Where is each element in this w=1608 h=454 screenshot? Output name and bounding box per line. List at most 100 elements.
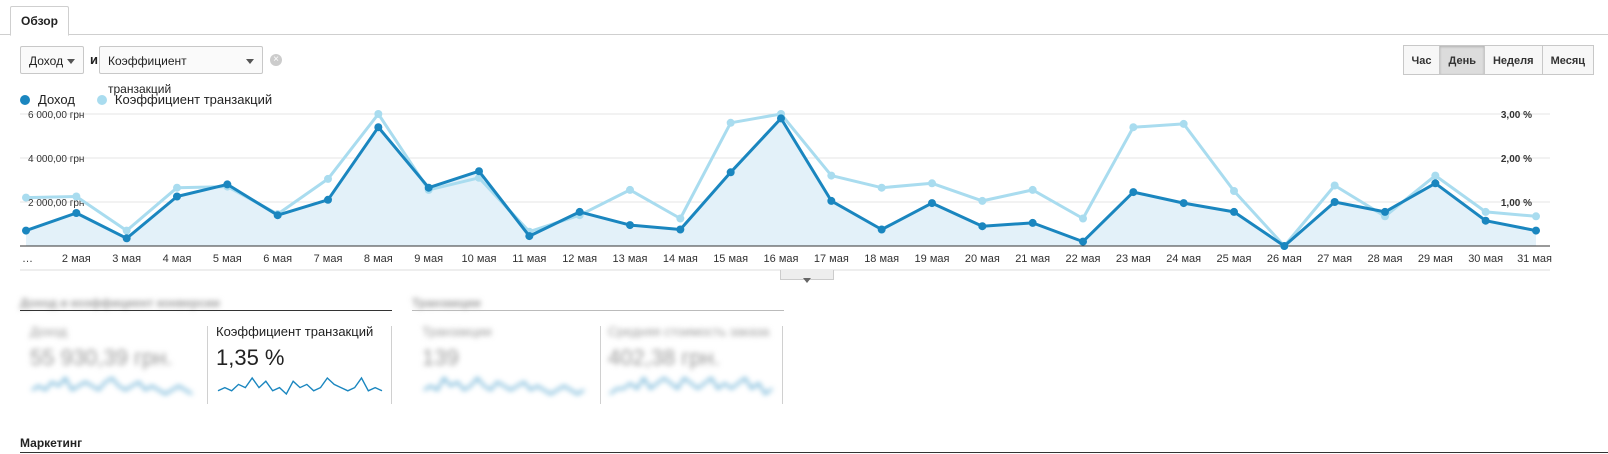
data-point-revenue[interactable]	[424, 183, 433, 192]
data-point-conversion[interactable]	[1230, 187, 1238, 195]
clear-icon[interactable]: ×	[270, 54, 282, 66]
data-point-revenue[interactable]	[877, 225, 886, 234]
section-title-marketing: Маркетинг	[20, 436, 83, 450]
x-tick-label: 16 мая	[764, 253, 799, 265]
x-tick-label: 6 мая	[263, 253, 292, 265]
data-point-revenue[interactable]	[273, 211, 282, 220]
x-tick-label: 17 мая	[814, 253, 849, 265]
data-point-conversion[interactable]	[1179, 119, 1188, 128]
scorecard-group-title: Транзакции	[412, 296, 481, 310]
tab-overview[interactable]: Обзор	[10, 6, 69, 36]
day-button[interactable]: День	[1439, 45, 1485, 75]
chevron-down-icon	[67, 59, 75, 64]
data-point-conversion[interactable]	[676, 214, 685, 223]
scorecard-aov[interactable]: Средняя стоимость заказа 402,38 грн.	[608, 324, 788, 402]
data-point-conversion[interactable]	[1532, 212, 1540, 221]
data-point-revenue[interactable]	[1381, 207, 1389, 216]
conjunction-label: и	[90, 52, 98, 67]
data-point-revenue[interactable]	[1079, 237, 1087, 246]
data-point-revenue[interactable]	[928, 199, 936, 208]
data-point-conversion[interactable]	[1431, 171, 1440, 180]
x-tick-label: 22 мая	[1066, 253, 1101, 265]
data-point-revenue[interactable]	[1028, 218, 1037, 227]
data-point-revenue[interactable]	[122, 234, 131, 243]
scorecard-label: Средняя стоимость заказа	[608, 324, 770, 339]
collapse-chart-handle[interactable]	[780, 270, 834, 283]
data-point-conversion[interactable]	[173, 183, 181, 192]
scorecard-transactions[interactable]: Транзакции 139	[422, 324, 602, 402]
data-point-revenue[interactable]	[324, 195, 332, 204]
x-tick-label: 3 мая	[112, 253, 141, 265]
data-point-revenue[interactable]	[1280, 242, 1289, 250]
x-tick-label: 21 мая	[1015, 253, 1050, 265]
chevron-down-icon	[246, 59, 254, 64]
data-point-revenue[interactable]	[1129, 188, 1138, 197]
legend-item-revenue[interactable]: Доход	[20, 92, 75, 107]
scorecard-revenue[interactable]: Доход 55 930,39 грн.	[30, 324, 210, 402]
legend-item-conversion[interactable]: Коэффициент транзакций	[96, 92, 272, 107]
data-point-conversion[interactable]	[1481, 207, 1490, 216]
data-point-conversion[interactable]	[626, 185, 634, 194]
data-point-revenue[interactable]	[1330, 198, 1339, 206]
data-point-revenue[interactable]	[726, 168, 735, 177]
y-tick-label-right: 3,00 %	[1501, 110, 1532, 121]
group-underline	[412, 310, 784, 311]
data-point-revenue[interactable]	[777, 114, 785, 123]
sparkline-path	[423, 376, 585, 395]
data-point-revenue[interactable]	[374, 123, 383, 132]
data-point-revenue[interactable]	[22, 226, 30, 235]
group-underline	[20, 310, 392, 311]
data-point-revenue[interactable]	[1179, 199, 1188, 208]
x-tick-label: 23 мая	[1116, 253, 1151, 265]
data-point-conversion[interactable]	[978, 196, 987, 205]
scorecard-label: Транзакции	[422, 324, 492, 339]
data-point-conversion[interactable]	[374, 110, 383, 118]
x-tick-label: 8 мая	[364, 253, 393, 265]
hour-button[interactable]: Час	[1402, 45, 1441, 75]
metric1-dropdown[interactable]: Доход	[20, 46, 84, 74]
data-point-conversion[interactable]	[827, 171, 836, 180]
data-point-conversion[interactable]	[1330, 181, 1339, 190]
data-point-revenue[interactable]	[173, 192, 181, 201]
x-tick-label: 2 мая	[62, 253, 91, 265]
scorecard-group-title: Доход и коэффициент конверсии	[20, 296, 220, 310]
data-point-revenue[interactable]	[676, 225, 685, 234]
data-point-revenue[interactable]	[575, 207, 584, 216]
data-point-conversion[interactable]	[1028, 185, 1037, 194]
data-point-revenue[interactable]	[1481, 216, 1490, 225]
group1-title-text: Доход и коэффициент конверсии	[20, 296, 220, 310]
data-point-revenue[interactable]	[223, 180, 232, 189]
section-underline	[20, 452, 1608, 453]
x-tick-label: 24 мая	[1166, 253, 1201, 265]
series-dot-icon	[20, 94, 30, 105]
data-point-revenue[interactable]	[1230, 207, 1238, 216]
data-point-revenue[interactable]	[978, 222, 987, 231]
sparkline	[31, 376, 193, 395]
week-button[interactable]: Неделя	[1483, 45, 1543, 75]
chart-svg: 6 000,00 грн 4 000,00 грн 2 000,00 грн 3,00…	[20, 110, 1552, 271]
data-point-revenue[interactable]	[475, 167, 483, 176]
data-point-conversion[interactable]	[1129, 123, 1138, 132]
data-point-conversion[interactable]	[22, 193, 30, 202]
data-point-revenue[interactable]	[1431, 179, 1440, 188]
data-point-conversion[interactable]	[726, 118, 735, 127]
chevron-down-icon	[803, 278, 811, 283]
data-point-conversion[interactable]	[122, 226, 131, 235]
data-point-revenue[interactable]	[827, 196, 836, 205]
metric1-label: Доход	[29, 54, 64, 68]
x-tick-label: 18 мая	[864, 253, 899, 265]
data-point-revenue[interactable]	[626, 221, 634, 230]
data-point-conversion[interactable]	[72, 192, 81, 201]
data-point-revenue[interactable]	[1532, 226, 1540, 235]
month-button[interactable]: Месяц	[1541, 45, 1594, 75]
x-tick-label: 20 мая	[965, 253, 1000, 265]
data-point-conversion[interactable]	[324, 174, 332, 183]
metric2-dropdown[interactable]: Коэффициент транзакций	[99, 46, 263, 96]
data-point-conversion[interactable]	[877, 183, 886, 192]
data-point-revenue[interactable]	[72, 209, 81, 217]
scorecard-conversion[interactable]: Коэффициент транзакций 1,35 %	[216, 324, 396, 402]
data-point-revenue[interactable]	[525, 232, 534, 241]
data-point-conversion[interactable]	[1079, 214, 1087, 223]
data-point-conversion[interactable]	[928, 179, 936, 188]
line-chart: 6 000,00 грн 4 000,00 грн 2 000,00 грн 3,00…	[0, 108, 1608, 273]
